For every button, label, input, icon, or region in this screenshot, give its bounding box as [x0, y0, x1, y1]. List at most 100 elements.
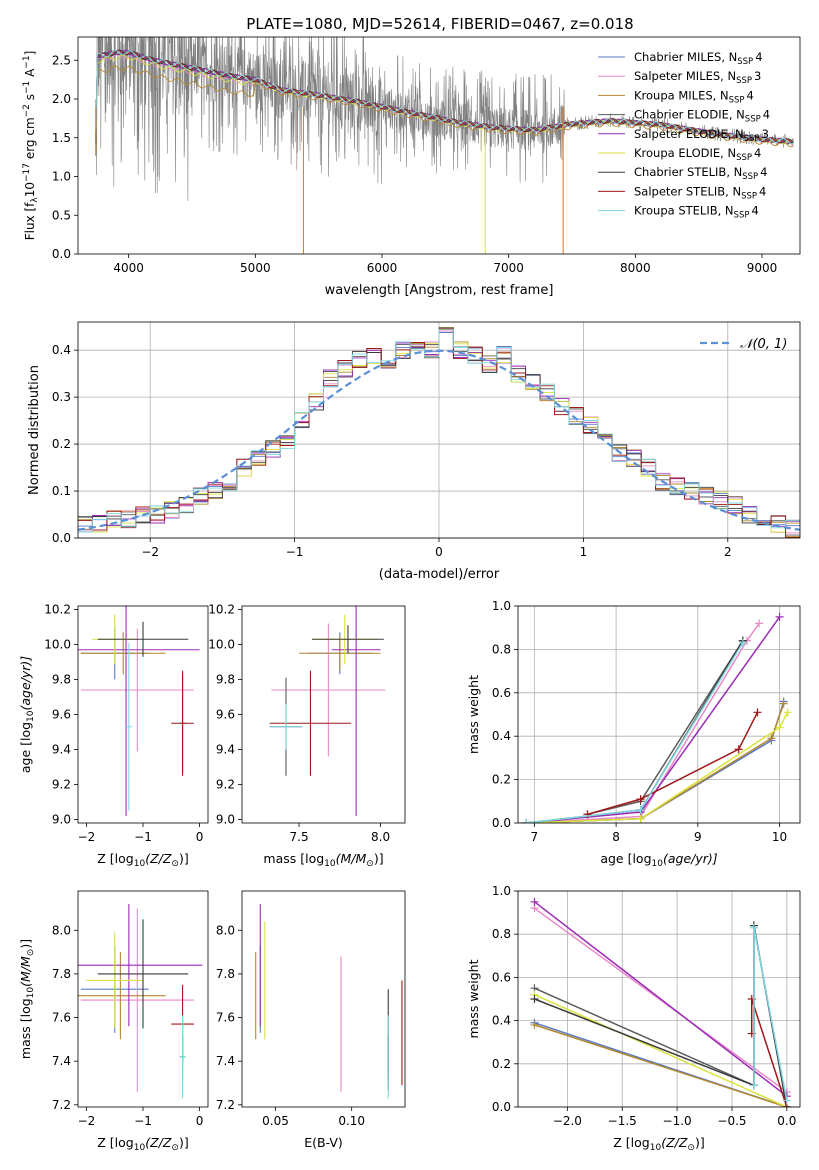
y-axis-label: mass weight	[466, 675, 481, 754]
panel-massweight-vs-Z: −2.0 −1.5 −1.0 −0.5 0.0 0.0 0.2 0.4 0.6 0.8 1.0 Z […	[466, 884, 801, 1153]
panel-spectrum: 4000 5000 6000 7000 8000 9000 0.0 0.5 1.0 1.5 2.0 2…	[22, 36, 801, 298]
y-tick-label: 1.0	[492, 599, 511, 613]
label-part: SSP	[736, 153, 752, 163]
legend-label: Salpeter MILES, NSSP 3	[634, 69, 761, 86]
y-tick-label: 9.6	[216, 708, 235, 722]
x-tick-label: 0	[196, 830, 204, 844]
y-tick-label: 0.0	[52, 247, 71, 261]
y-tick-label: 1.0	[52, 170, 71, 184]
label-part: erg cm	[23, 117, 37, 163]
marker-plus	[636, 814, 645, 823]
label-part: λ	[30, 197, 40, 203]
y-tick-label: 10.2	[44, 603, 71, 617]
label-part: (Z/Z	[145, 851, 172, 866]
label-part: (Z/Z	[145, 1135, 172, 1150]
y-tick-label: 0.2	[492, 1057, 511, 1071]
label-part: 3	[762, 127, 769, 141]
panel-mass-vs-Z: −2 −1 07.27.47.67.88.0Z [log10(Z/Z⊙)]mass …	[18, 890, 209, 1153]
legend-label: Kroupa MILES, NSSP 4	[634, 88, 754, 105]
mass-weight-line	[750, 998, 788, 1107]
marker-plus	[583, 810, 592, 819]
y-tick-label: 9.8	[52, 673, 71, 687]
marker-plus	[767, 734, 776, 743]
x-tick-label: −2	[141, 545, 159, 559]
y-tick-label: 0.6	[492, 970, 511, 984]
label-part: Chabrier STELIB	[634, 165, 726, 179]
mass-weight-line	[534, 907, 788, 1093]
legend-label: Chabrier MILES, NSSP 4	[634, 50, 763, 67]
x-tick-label: 9000	[747, 261, 778, 275]
label-part: −1	[22, 81, 32, 94]
label-part: −17	[22, 163, 32, 182]
y-axis-label: age [log10(age/yr)]	[18, 656, 36, 773]
legend-label: 𝒩(0, 1)	[740, 337, 787, 352]
label-part: SSP	[736, 76, 752, 86]
x-tick-label: −0.5	[717, 1114, 746, 1128]
y-tick-label: 0.4	[52, 343, 71, 357]
y-axis-label: Normed distribution	[27, 365, 42, 495]
y-tick-label: 0.1	[52, 484, 71, 498]
y-tick-label: 9.0	[216, 813, 235, 827]
label-part: 4	[763, 108, 770, 122]
label-part: )]	[179, 1135, 189, 1150]
label-part: ⊙	[26, 949, 36, 957]
x-tick-label: 8	[612, 830, 620, 844]
label-part: Kroupa MILES	[634, 88, 713, 102]
y-tick-label: 7.4	[216, 1054, 235, 1068]
x-tick-label: 0	[435, 545, 443, 559]
legend-label: Chabrier STELIB, NSSP 4	[634, 165, 768, 182]
label-part: age [log	[18, 722, 33, 773]
y-tick-label: 2.0	[52, 92, 71, 106]
plot-area	[78, 904, 203, 1099]
x-tick-label: 8.0	[371, 830, 390, 844]
y-tick-label: 1.0	[492, 884, 511, 898]
label-part: mass [log	[18, 998, 33, 1059]
label-part: , N	[725, 184, 741, 198]
label-part: Z [log	[97, 851, 133, 866]
x-axis-label: age [log10(age/yr)]	[600, 851, 717, 869]
gaussian-curve	[78, 349, 800, 531]
plot-area	[530, 897, 791, 1107]
y-axis-label: mass [log10(M/M⊙)]	[18, 939, 36, 1059]
x-tick-label: 7.5	[290, 830, 309, 844]
x-tick-label: 10	[772, 830, 787, 844]
label-part: Z [log	[613, 1135, 649, 1150]
mass-weight-line	[534, 925, 788, 1107]
mass-weight-line	[534, 901, 788, 1097]
legend-label: Chabrier ELODIE, NSSP 4	[634, 108, 770, 125]
label-part: (age/yr)]	[18, 656, 33, 711]
label-part: )]	[179, 851, 189, 866]
x-axis-label: mass [log10(M/M⊙)]	[263, 851, 383, 869]
marker-plus	[530, 897, 539, 906]
axes-frame	[77, 890, 209, 1108]
y-tick-label: 7.8	[52, 967, 71, 981]
label-part: )]	[18, 939, 33, 949]
label-part: (M/M	[18, 956, 33, 987]
y-tick-label: 7.6	[216, 1011, 235, 1025]
axes-frame	[517, 890, 801, 1108]
label-part: , N	[729, 108, 745, 122]
y-tick-label: 0.5	[52, 208, 71, 222]
x-tick-label: 0	[196, 1114, 204, 1128]
label-part: 4	[760, 165, 767, 179]
y-tick-label: 8.0	[52, 923, 71, 937]
mass-weight-line	[534, 1024, 788, 1107]
x-tick-label: −1	[134, 830, 152, 844]
y-tick-label: 7.2	[216, 1098, 235, 1112]
axes-frame	[77, 36, 801, 255]
label-part: , N	[728, 127, 744, 141]
y-tick-label: 0.3	[52, 390, 71, 404]
label-part: ⊙	[687, 1143, 695, 1153]
x-tick-label: −2.0	[553, 1114, 582, 1128]
label-part: −2	[22, 104, 32, 117]
label-part: 4	[754, 146, 761, 160]
label-part: 10	[650, 1143, 662, 1153]
label-part: 10	[134, 859, 146, 869]
y-tick-label: 9.4	[216, 743, 235, 757]
x-axis-label: Z [log10(Z/Z⊙)]	[97, 851, 188, 869]
x-tick-label: −1	[286, 545, 304, 559]
marker-plus	[783, 708, 792, 717]
histogram-kroupa-stelib	[78, 328, 800, 533]
y-tick-label: 9.2	[52, 778, 71, 792]
